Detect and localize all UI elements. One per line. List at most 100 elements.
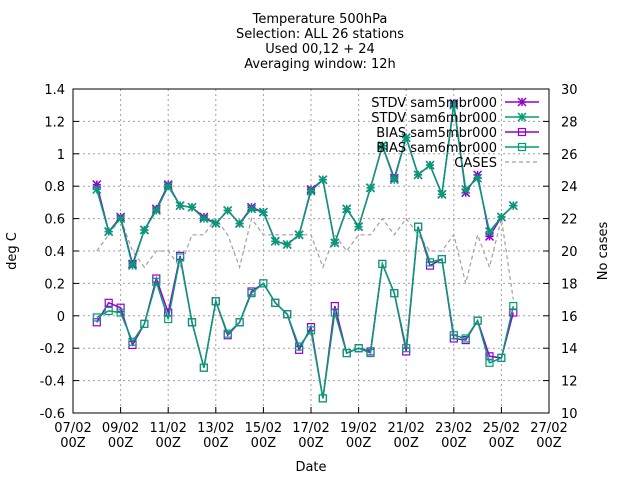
data-point [389,175,399,185]
x-tick-label-date: 09/02 [102,421,139,436]
legend-label: CASES [454,156,497,171]
data-point [330,238,340,248]
data-point [354,344,363,353]
data-point [235,218,245,228]
data-point [318,394,327,403]
data-point [425,160,435,170]
data-point [461,184,471,194]
legend-label: STDV sam5mbr000 [371,96,497,111]
series-4 [96,217,514,300]
y2-tick-label: 22 [561,213,578,228]
data-point [187,318,197,327]
data-point [116,308,125,317]
x-tick-label-hour: 00Z [441,436,467,451]
y2-tick-label: 18 [561,277,578,292]
data-point [175,201,185,211]
x-tick-label-hour: 00Z [108,436,134,451]
y2-tick-label: 26 [561,148,578,163]
data-point [473,173,483,183]
data-point [508,201,518,211]
legend-label: BIAS sam5mbr000 [376,126,497,141]
chart-title-line-4: Averaging window: 12h [244,57,396,72]
x-tick-label-hour: 00Z [203,436,229,451]
series-line [96,217,514,300]
chart-title-line-1: Temperature 500hPa [252,12,388,27]
data-point [485,358,494,367]
data-point [365,183,376,193]
data-point [390,289,399,298]
data-point [437,255,446,264]
series-2 [92,222,518,403]
data-point [163,181,173,191]
legend-label: STDV sam6mbr000 [371,111,497,126]
y-tick-label: 1 [57,148,65,163]
data-point [246,204,257,214]
data-point [92,318,101,327]
x-tick-label-hour: 00Z [346,436,372,451]
y2-tick-label: 14 [561,342,578,357]
data-point [509,301,518,311]
data-point [473,316,482,325]
y2-tick-label: 10 [561,407,578,422]
y2-tick-label: 12 [561,375,578,390]
chart-title-line-3: Used 00,12 + 24 [265,42,375,57]
chart-title-line-2: Selection: ALL 26 stations [235,27,405,42]
data-point [235,318,244,327]
series-3 [92,222,518,403]
data-point [104,298,113,307]
data-point [211,218,221,228]
tick-layer: -0.6 -0.4 -0.2 0 0.2 0.4 0.6 0.8 1 1.2 1.4 10 12 14 16… [40,83,578,451]
data-point [223,329,232,338]
x-tick-label-date: 11/02 [149,421,186,436]
data-point [104,306,113,316]
data-point [282,239,292,250]
x-tick-label-date: 25/02 [483,421,520,436]
data-point [199,363,208,372]
data-point [425,258,435,267]
data-point [199,214,209,224]
x-tick-label-date: 13/02 [197,421,234,436]
data-point [223,205,233,216]
data-point [271,298,280,307]
data-point [449,100,459,110]
legend-marker [517,112,527,122]
y2-tick-label: 24 [561,180,578,195]
data-point [151,205,161,216]
y2-axis-label: No cases [596,222,611,281]
x-tick-label-date: 27/02 [530,421,567,436]
x-tick-label-date: 15/02 [245,421,282,436]
data-point [92,184,102,194]
data-point [259,279,268,288]
data-point [377,141,387,151]
data-point [92,313,101,322]
y-tick-label: 0 [57,310,65,325]
data-point [116,214,126,224]
x-tick-label-hour: 00Z [60,436,86,451]
data-point [484,227,495,237]
data-point [176,253,185,262]
y-tick-label: 0.4 [44,245,65,260]
y2-tick-label: 16 [561,310,578,325]
data-point [318,175,328,185]
y-tick-label: -0.4 [40,375,65,390]
data-point [247,289,256,298]
data-point [401,133,411,143]
series-line [96,226,515,399]
y-tick-label: 0.2 [44,277,65,292]
legend-marker [517,127,527,137]
data-point [283,310,292,319]
x-tick-label-hour: 00Z [251,436,277,451]
data-point [295,342,304,351]
x-tick-label-hour: 00Z [536,436,562,451]
x-tick-label-date: 21/02 [387,421,424,436]
legend-marker [517,142,527,152]
legend-marker [517,97,527,107]
y-tick-label: -0.2 [40,342,65,357]
data-point [140,319,149,328]
data-point [258,207,268,217]
y-tick-label: 1.4 [44,83,65,98]
y2-tick-label: 30 [561,83,578,98]
data-point [270,236,280,246]
x-tick-label-hour: 00Z [489,436,515,451]
data-point [378,259,387,269]
